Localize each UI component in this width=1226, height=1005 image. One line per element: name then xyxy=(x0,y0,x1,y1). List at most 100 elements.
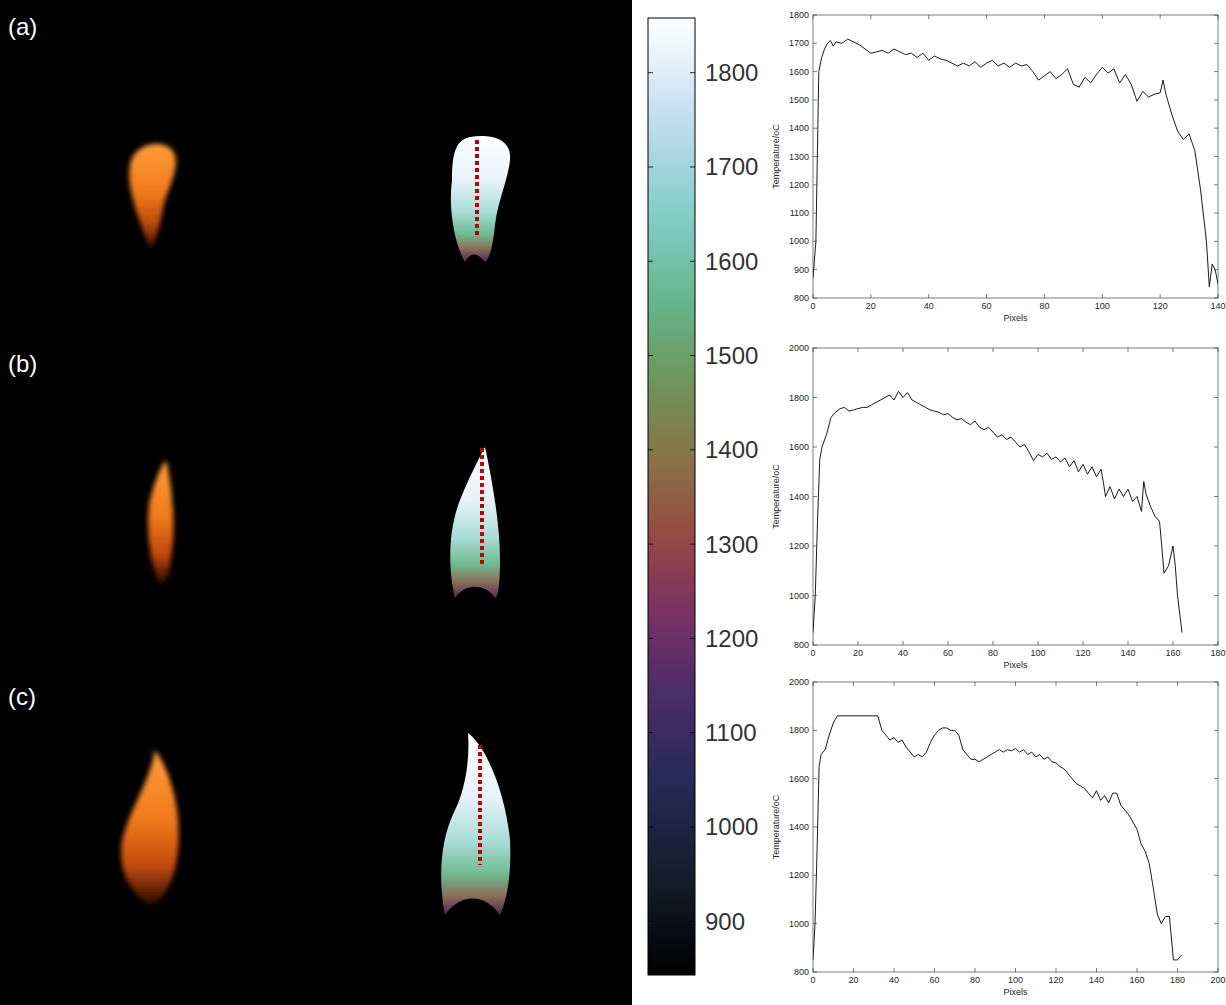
x-tick-label: 120 xyxy=(1048,975,1063,985)
colorbar xyxy=(648,18,695,975)
plot-area xyxy=(813,15,1218,298)
x-tick-label: 160 xyxy=(1129,975,1144,985)
x-tick xyxy=(813,968,814,972)
series-group xyxy=(813,391,1182,632)
plot-frame xyxy=(813,348,1218,645)
x-axis-title: Pixels xyxy=(1003,987,1028,997)
x-tick xyxy=(1038,348,1039,352)
plot-area xyxy=(813,682,1218,972)
y-axis-title: Temperature/oC xyxy=(771,794,781,859)
x-tick xyxy=(993,348,994,352)
series-group xyxy=(813,716,1182,960)
colorbar-tick xyxy=(648,261,653,262)
y-tick-label: 800 xyxy=(794,967,809,977)
x-tick-label: 40 xyxy=(898,648,908,658)
x-tick xyxy=(1218,15,1219,19)
line-chart: 0204060801001201401601802008001000120014… xyxy=(771,677,1226,997)
y-tick xyxy=(1214,99,1218,100)
x-tick-label: 80 xyxy=(988,648,998,658)
x-tick-label: 100 xyxy=(1030,648,1045,658)
x-tick xyxy=(853,968,854,972)
y-tick xyxy=(813,923,817,924)
x-tick xyxy=(1218,682,1219,686)
profile-line xyxy=(475,140,479,235)
x-tick-label: 100 xyxy=(1095,301,1110,311)
y-tick-label: 1200 xyxy=(789,541,809,551)
y-tick xyxy=(813,778,817,779)
x-tick xyxy=(934,968,935,972)
y-tick xyxy=(813,269,817,270)
x-tick xyxy=(934,682,935,686)
colorbar-tick xyxy=(690,638,695,639)
x-tick xyxy=(986,294,987,298)
series-group xyxy=(813,39,1218,287)
x-tick-label: 120 xyxy=(1075,648,1090,658)
flame-photo xyxy=(148,460,173,585)
temperature-line xyxy=(813,39,1218,287)
y-tick xyxy=(1214,645,1218,646)
x-tick xyxy=(1096,968,1097,972)
x-tick xyxy=(1137,682,1138,686)
y-tick xyxy=(813,730,817,731)
y-axis-title: Temperature/oC xyxy=(771,464,781,529)
y-tick xyxy=(1214,184,1218,185)
x-axis-title: Pixels xyxy=(1003,660,1028,670)
y-tick xyxy=(1214,156,1218,157)
y-tick xyxy=(1214,43,1218,44)
x-tick xyxy=(813,348,814,352)
y-tick-label: 2000 xyxy=(789,343,809,353)
y-tick xyxy=(813,99,817,100)
x-tick xyxy=(1173,348,1174,352)
x-tick xyxy=(813,294,814,298)
y-tick xyxy=(1214,972,1218,973)
y-tick xyxy=(813,213,817,214)
x-tick-label: 20 xyxy=(866,301,876,311)
colorbar-tick-label: 1200 xyxy=(705,625,758,652)
y-tick-label: 1600 xyxy=(789,442,809,452)
colorbar-tick xyxy=(648,544,653,545)
y-tick-label: 800 xyxy=(794,640,809,650)
y-tick-label: 1800 xyxy=(789,725,809,735)
y-tick xyxy=(813,682,817,683)
x-tick-label: 140 xyxy=(1210,301,1225,311)
colorbar-tick xyxy=(690,72,695,73)
y-tick xyxy=(1214,923,1218,924)
x-tick-label: 120 xyxy=(1153,301,1168,311)
y-tick-label: 2000 xyxy=(789,677,809,687)
y-tick-label: 1000 xyxy=(789,236,809,246)
y-tick-label: 800 xyxy=(794,293,809,303)
x-tick xyxy=(870,294,871,298)
x-tick xyxy=(948,348,949,352)
x-tick xyxy=(1083,641,1084,645)
x-tick xyxy=(903,641,904,645)
y-tick xyxy=(1214,15,1218,16)
x-tick xyxy=(1128,348,1129,352)
colorbar-tick-label: 1800 xyxy=(705,59,758,86)
x-tick-label: 200 xyxy=(1210,975,1225,985)
x-tick-label: 140 xyxy=(1089,975,1104,985)
y-tick-label: 1800 xyxy=(789,10,809,20)
y-tick xyxy=(813,447,817,448)
x-tick-label: 100 xyxy=(1008,975,1023,985)
x-tick xyxy=(1044,294,1045,298)
colorbar-tick xyxy=(648,449,653,450)
profile-line xyxy=(480,448,484,565)
temperature-line xyxy=(813,391,1182,632)
y-tick xyxy=(813,595,817,596)
x-tick-label: 60 xyxy=(943,648,953,658)
colorbar-tick-label: 1000 xyxy=(705,813,758,840)
y-tick xyxy=(1214,447,1218,448)
y-tick-label: 1500 xyxy=(789,95,809,105)
y-axis-title: Temperature/oC xyxy=(771,124,781,189)
x-tick xyxy=(1038,641,1039,645)
colorbar-tick-label: 1500 xyxy=(705,342,758,369)
x-tick xyxy=(813,682,814,686)
x-tick xyxy=(1015,968,1016,972)
x-tick-label: 80 xyxy=(1039,301,1049,311)
y-tick xyxy=(813,156,817,157)
x-tick xyxy=(1177,968,1178,972)
flame-photo xyxy=(129,144,176,250)
colorbar-tick-label: 1600 xyxy=(705,248,758,275)
x-tick xyxy=(1173,641,1174,645)
colorbar-tick xyxy=(648,921,653,922)
